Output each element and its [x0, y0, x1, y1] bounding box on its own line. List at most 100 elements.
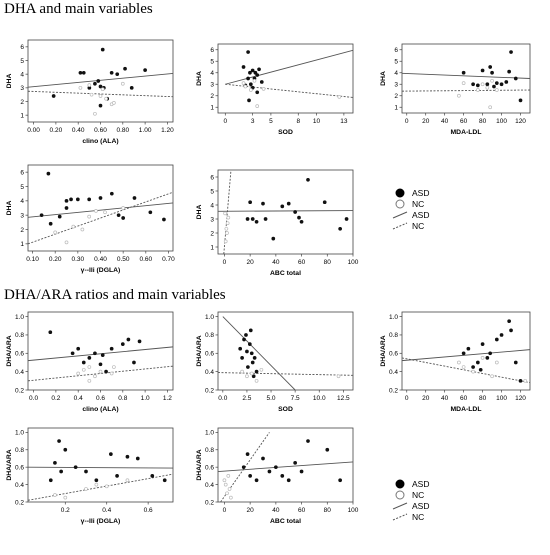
x-axis-label: MDA-LDL	[451, 129, 482, 136]
x-tick-label: 0.0	[218, 395, 227, 402]
x-tick-label: 0.2	[61, 507, 70, 514]
data-point-asd	[261, 456, 265, 461]
data-point-asd	[504, 80, 509, 84]
data-point-nc	[223, 239, 228, 244]
data-point-nc	[89, 92, 94, 97]
data-point-nc	[87, 214, 92, 219]
data-point-asd	[257, 67, 261, 72]
y-axis-label: DHA	[196, 205, 203, 220]
fit-line-asd	[28, 202, 173, 218]
chart-dha-dgla: 0.10 0.20 0.30 0.40 0.50 0.60 0.70 1 2 3 4 5 6 γ-‐lli…	[2, 163, 177, 275]
data-point-asd	[242, 337, 246, 342]
data-point-nc	[457, 93, 461, 98]
x-tick-label: 0.30	[72, 256, 85, 263]
legend-swatch	[395, 188, 405, 197]
y-axis-label: DHA/ARA	[196, 449, 203, 480]
legend-label: NC	[412, 198, 425, 209]
data-point-asd	[254, 369, 259, 374]
data-point-asd	[76, 346, 81, 351]
x-tick-label: 120	[515, 395, 526, 402]
y-tick-label: 1	[210, 244, 214, 251]
data-point-asd	[98, 362, 103, 367]
y-axis-label: DHA/ARA	[6, 449, 13, 480]
y-tick-label: 1.0	[205, 314, 214, 321]
x-tick-label: 0.50	[117, 256, 130, 263]
x-tick-label: 0.60	[139, 256, 152, 263]
data-point-asd	[70, 351, 75, 356]
data-point-nc	[225, 231, 229, 235]
data-point-asd	[46, 171, 51, 176]
x-axis-label: clino (ALA)	[82, 406, 118, 413]
x-tick-label: 0.80	[116, 127, 129, 134]
data-point-asd	[248, 474, 252, 478]
data-point-asd	[250, 360, 255, 365]
data-point-asd	[250, 85, 255, 90]
data-point-nc	[476, 88, 480, 92]
data-point-nc	[78, 85, 83, 90]
legend-marker-asd	[395, 188, 405, 197]
x-tick-label: 0	[223, 118, 227, 125]
data-point-asd	[81, 70, 86, 75]
y-tick-label: 1.0	[15, 314, 24, 321]
data-point-asd	[64, 206, 69, 210]
fit-line-asd	[402, 72, 530, 79]
data-point-asd	[259, 80, 264, 84]
x-tick-label: 100	[348, 259, 359, 266]
x-tick-label: 5	[269, 118, 273, 125]
y-tick-label: 3	[20, 85, 24, 92]
x-tick-label: 0.40	[72, 127, 85, 134]
x-tick-label: 1.2	[163, 395, 172, 402]
data-point-asd	[162, 478, 167, 483]
data-point-nc	[53, 493, 57, 497]
data-point-nc	[252, 78, 257, 83]
y-tick-label: 4	[210, 70, 214, 77]
data-point-asd	[492, 84, 496, 89]
x-tick-label: 0.70	[162, 256, 175, 263]
y-tick-label: 1	[20, 241, 24, 248]
data-point-asd	[255, 90, 260, 95]
data-point-asd	[93, 351, 97, 356]
x-tick-label: 40	[272, 259, 280, 266]
plot-frame	[217, 169, 354, 255]
data-point-asd	[98, 84, 103, 89]
chart-dha-ara-abc-total: 0 20 40 60 80 100 0.2 0.4 0.6 0.8 1.0 ABC total DHA/…	[192, 426, 359, 526]
chart-dha-ara-clino-ala: 0.0 0.2 0.4 0.6 0.8 1.0 1.2 0.2 0.4 0.6 0.8 1.0 clin…	[2, 310, 177, 414]
data-point-nc	[94, 482, 99, 487]
x-tick-label: 0	[405, 395, 409, 402]
data-point-asd	[485, 356, 490, 360]
legend-swatch	[395, 479, 405, 488]
data-point-nc	[53, 230, 58, 235]
section-title-dha: DHA and main variables	[4, 1, 153, 17]
data-point-asd	[121, 216, 126, 220]
y-tick-label: 1	[20, 112, 24, 119]
fit-line-asd	[218, 461, 353, 472]
data-point-asd	[100, 353, 105, 357]
data-point-nc	[485, 85, 490, 90]
data-point-nc	[245, 374, 249, 379]
data-point-nc	[337, 95, 342, 99]
data-point-asd	[344, 217, 349, 221]
data-point-asd	[51, 94, 56, 98]
data-point-asd	[93, 81, 97, 86]
data-point-asd	[461, 70, 466, 75]
data-point-asd	[325, 447, 330, 452]
data-point-asd	[280, 474, 285, 478]
fit-line-nc	[402, 357, 530, 384]
data-point-asd	[64, 198, 69, 203]
fit-line-nc	[28, 191, 173, 245]
data-point-asd	[87, 356, 92, 360]
chart-dha-clino-ala: 0.00 0.20 0.40 0.60 0.80 1.00 1.20 1 2 3 4 5 6 clino …	[2, 38, 177, 146]
y-tick-label: 0.8	[205, 447, 214, 454]
data-point-asd	[53, 460, 57, 465]
y-tick-label: 6	[210, 174, 214, 181]
data-point-asd	[293, 210, 297, 214]
data-point-asd	[248, 82, 253, 87]
data-point-nc	[223, 482, 228, 487]
data-point-asd	[245, 452, 250, 456]
data-point-asd	[104, 369, 108, 374]
chart-dha-ara-dgla: 0.2 0.4 0.6 0.2 0.4 0.6 0.8 1.0 γ-‐lli (DGLA) DHA…	[2, 426, 177, 526]
y-tick-label: 4	[210, 202, 214, 209]
legend-swatch	[392, 211, 408, 218]
data-point-asd	[75, 197, 80, 202]
y-tick-label: 5	[20, 184, 24, 191]
